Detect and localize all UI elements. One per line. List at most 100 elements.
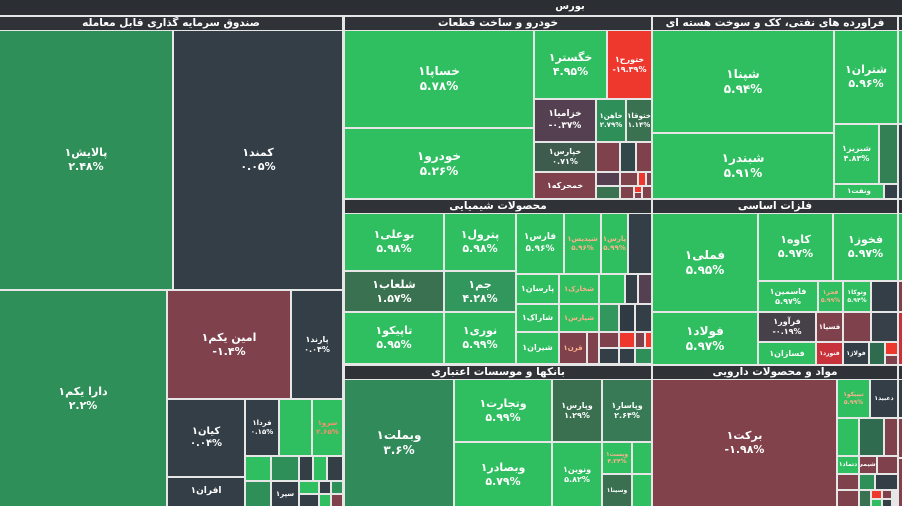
stock-tile[interactable]: دتماد۱ <box>838 457 858 473</box>
stock-tile[interactable]: فنورد۱ <box>817 343 842 364</box>
stock-tile[interactable]: ونفت۱ <box>835 185 883 198</box>
stock-tile-small[interactable] <box>883 491 891 498</box>
stock-tile-small[interactable] <box>639 173 645 185</box>
stock-tile-small[interactable] <box>621 187 633 198</box>
stock-tile[interactable]: خگستر۱ ۴.۹۵% <box>535 31 606 98</box>
stock-tile[interactable]: ونوین۱ ۵.۸۲% <box>553 443 601 506</box>
stock-tile-small[interactable] <box>320 482 330 493</box>
stock-tile[interactable]: خاهن۱ ۲.۷۹% <box>597 100 625 141</box>
stock-tile-small[interactable] <box>643 187 651 198</box>
stock-tile[interactable]: شاراک۱ <box>517 305 558 331</box>
stock-tile-small[interactable] <box>300 495 318 506</box>
stock-tile[interactable]: شیران۱ <box>517 333 558 363</box>
stock-tile[interactable]: بوعلی۱ ۵.۹۸% <box>345 214 443 270</box>
stock-tile[interactable]: تیپیکو۱ ۵.۹۹% <box>838 380 869 417</box>
stock-tile[interactable]: خزامیا۱ -۰.۳۷% <box>535 100 595 141</box>
stock-tile-small[interactable] <box>626 275 637 303</box>
stock-tile-small[interactable] <box>886 343 897 354</box>
stock-tile-small[interactable] <box>872 313 897 341</box>
stock-tile-small[interactable] <box>600 349 618 363</box>
stock-tile-small[interactable] <box>883 500 891 506</box>
stock-tile[interactable]: تاپیکو۱ ۵.۹۵% <box>345 313 443 363</box>
stock-tile[interactable]: فجر۱ ۵.۹۹% <box>819 282 842 311</box>
stock-tile-small[interactable] <box>621 143 635 171</box>
stock-tile[interactable]: امین یکم۱ -۱.۴% <box>168 291 290 398</box>
stock-tile-small[interactable] <box>246 457 270 480</box>
stock-tile-small[interactable] <box>646 333 651 347</box>
stock-tile-small[interactable] <box>320 495 330 506</box>
stock-tile[interactable]: وبصادر۱ ۵.۷۹% <box>455 443 551 506</box>
stock-tile-small[interactable] <box>314 457 326 480</box>
stock-tile-small[interactable] <box>885 419 897 455</box>
stock-tile-small[interactable] <box>636 349 651 363</box>
stock-tile-small[interactable] <box>876 475 897 489</box>
stock-tile-small[interactable] <box>885 185 897 198</box>
stock-tile[interactable]: پارسان۱ <box>517 275 558 303</box>
stock-tile[interactable]: سپر۱ <box>272 482 298 506</box>
stock-tile[interactable]: دارا یکم۱ ۲.۲% <box>0 291 166 506</box>
stock-tile-small[interactable] <box>838 419 858 455</box>
stock-tile[interactable]: وتجارت۱ ۵.۹۹% <box>455 380 551 441</box>
stock-tile-small[interactable] <box>597 187 619 198</box>
stock-tile[interactable]: فسپا۱ <box>817 313 842 341</box>
stock-tile-small[interactable] <box>300 482 318 493</box>
stock-tile[interactable]: شبندر۱ ۵.۹۱% <box>653 134 833 198</box>
stock-tile[interactable]: فخوز۱ ۵.۹۷% <box>834 214 897 280</box>
stock-tile[interactable]: فولاژ۱ <box>844 343 868 364</box>
stock-tile[interactable]: جم۱ ۴.۲۸% <box>445 272 515 311</box>
stock-tile[interactable]: شتران۱ ۵.۹۶% <box>835 31 897 123</box>
stock-tile[interactable]: خساپا۱ ۵.۷۸% <box>345 31 533 127</box>
stock-tile-small[interactable] <box>870 343 884 364</box>
stock-tile-small[interactable] <box>621 173 637 185</box>
stock-tile[interactable]: دشیمی <box>860 457 876 473</box>
stock-tile[interactable]: قرن۱ <box>560 333 586 363</box>
stock-tile-small[interactable] <box>860 491 870 506</box>
stock-tile-small[interactable] <box>860 419 883 455</box>
stock-tile[interactable]: شخارک۱ <box>560 275 598 303</box>
stock-tile[interactable]: پالایش۱ ۲.۴۸% <box>0 31 172 289</box>
stock-tile[interactable]: ختوقا۱ ۱.۱۴% <box>627 100 651 141</box>
stock-tile[interactable]: افران۱ <box>168 478 244 506</box>
stock-tile-small[interactable] <box>300 457 312 480</box>
stock-tile-small[interactable] <box>620 349 634 363</box>
stock-tile-small[interactable] <box>588 333 598 363</box>
stock-tile-small[interactable] <box>880 125 897 183</box>
stock-tile[interactable]: فملی۱ ۵.۹۵% <box>653 214 757 311</box>
stock-tile[interactable]: فسازان۱ <box>759 343 815 364</box>
stock-tile-small[interactable] <box>332 482 342 493</box>
stock-tile[interactable]: پارس۱ ۵.۹۹% <box>602 214 627 273</box>
stock-tile-small[interactable] <box>633 475 651 506</box>
stock-tile[interactable]: وبملت۱ ۳.۶% <box>345 380 453 506</box>
stock-tile[interactable]: پارند۱ ۰.۰۴% <box>292 291 342 398</box>
stock-tile[interactable]: فولاد۱ ۵.۹۷% <box>653 313 757 364</box>
stock-tile-small[interactable] <box>872 500 881 506</box>
stock-tile-small[interactable] <box>636 305 651 331</box>
stock-tile-small[interactable] <box>637 143 651 171</box>
stock-tile[interactable]: شبریز۱ ۴.۸۳% <box>835 125 878 183</box>
stock-tile-small[interactable] <box>328 457 342 480</box>
stock-tile[interactable]: دعبید۱ <box>871 380 897 417</box>
stock-tile-small[interactable] <box>633 443 651 473</box>
stock-tile-small[interactable] <box>332 495 342 506</box>
stock-tile[interactable]: فاسمین۱ ۵.۹۷% <box>759 282 817 311</box>
stock-tile-small[interactable] <box>600 305 618 331</box>
stock-tile-small[interactable] <box>600 333 618 347</box>
stock-tile[interactable]: فرآور۱ -۰.۱۹% <box>759 313 815 341</box>
stock-tile[interactable]: وپارس۱ ۱.۲۹% <box>553 380 601 441</box>
stock-tile-small[interactable] <box>600 275 624 303</box>
stock-tile[interactable]: وتوکا۱ ۵.۹۴% <box>844 282 870 311</box>
stock-tile-small[interactable] <box>635 193 641 198</box>
stock-tile-small[interactable] <box>872 282 897 311</box>
stock-tile-small[interactable] <box>860 475 874 489</box>
stock-tile-small[interactable] <box>620 305 634 331</box>
stock-tile-small[interactable] <box>636 333 644 347</box>
stock-tile-small[interactable] <box>878 457 897 473</box>
stock-tile-small[interactable] <box>272 457 298 480</box>
stock-tile-small[interactable] <box>838 475 858 489</box>
stock-tile-small[interactable] <box>280 400 311 455</box>
stock-tile[interactable]: کاوه۱ ۵.۹۷% <box>759 214 832 280</box>
stock-tile[interactable]: کمند۱ ۰.۰۵% <box>174 31 342 289</box>
stock-tile-small[interactable] <box>620 333 634 347</box>
stock-tile[interactable]: شپنا۱ ۵.۹۴% <box>653 31 833 132</box>
stock-tile[interactable]: خمحرکه۱ <box>535 173 595 198</box>
